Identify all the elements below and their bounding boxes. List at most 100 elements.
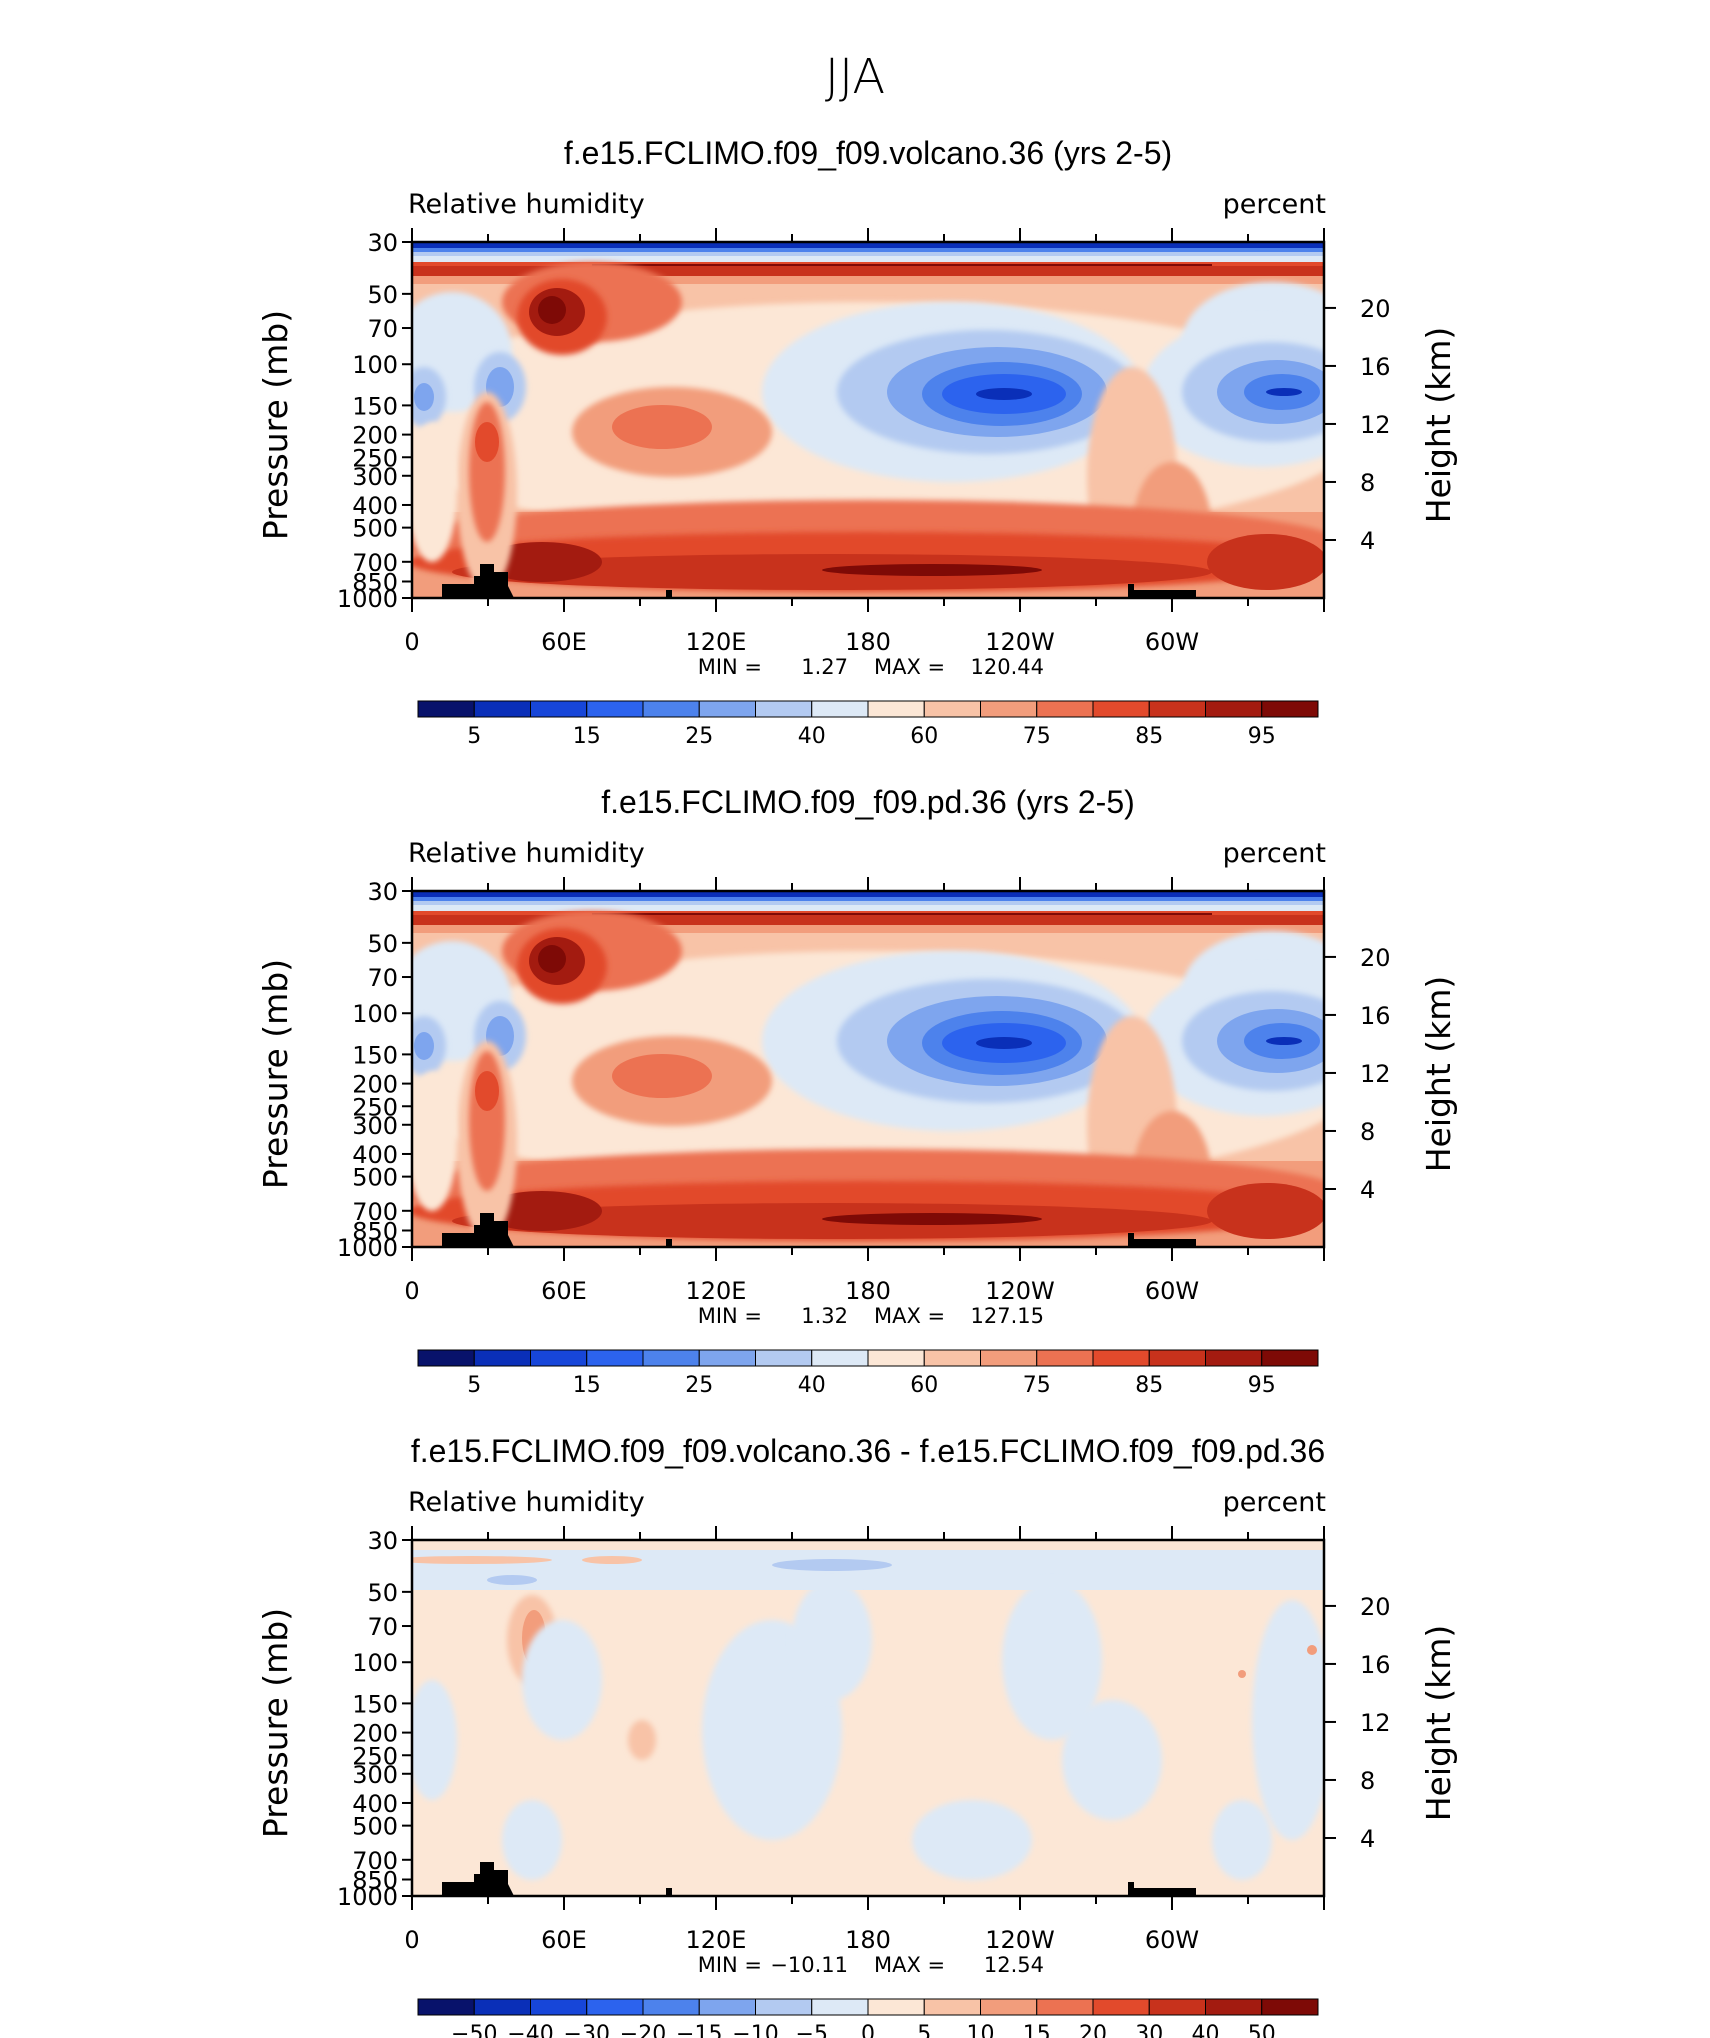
figure-title: JJA bbox=[825, 49, 885, 105]
units-label: percent bbox=[1223, 838, 1326, 869]
y2-tick-label: 20 bbox=[1360, 944, 1391, 972]
y-tick-label: 1000 bbox=[337, 585, 398, 613]
y-tick-label: 50 bbox=[367, 930, 398, 958]
contour-region bbox=[412, 1680, 457, 1800]
x-tick-label: 60E bbox=[541, 1926, 587, 1954]
min-label: MIN = bbox=[698, 1953, 762, 1977]
colorbar-swatch bbox=[642, 1998, 700, 2016]
contour-band-tropopause bbox=[412, 266, 1324, 276]
colorbar-swatch bbox=[1261, 700, 1319, 718]
colorbar-label: 25 bbox=[685, 724, 713, 749]
x-tick-label: 180 bbox=[845, 1926, 891, 1954]
contour-region bbox=[822, 1213, 1042, 1225]
contour-region bbox=[1002, 1580, 1102, 1740]
variable-label: Relative humidity bbox=[408, 838, 645, 869]
topography-africa bbox=[442, 1213, 514, 1247]
x-tick-label: 0 bbox=[404, 628, 419, 656]
colorbar-label: 40 bbox=[798, 724, 826, 749]
y-tick-label: 500 bbox=[352, 1164, 398, 1192]
colorbar-swatch bbox=[1261, 1349, 1319, 1367]
colorbar-swatch bbox=[867, 1349, 925, 1367]
max-label: MAX = bbox=[874, 655, 945, 679]
contour-region bbox=[1266, 1037, 1302, 1045]
min-label: MIN = bbox=[698, 655, 762, 679]
y2-tick-label: 4 bbox=[1360, 1176, 1375, 1204]
y2-tick-label: 20 bbox=[1360, 295, 1391, 323]
colorbar-label: 50 bbox=[1248, 2022, 1276, 2038]
y-tick-label: 300 bbox=[352, 1112, 398, 1140]
chart-panel-3: f.e15.FCLIMO.f09_f09.volcano.36 - f.e15.… bbox=[256, 1433, 1458, 2038]
contour-band-top bbox=[412, 242, 1324, 248]
colorbar-swatch bbox=[867, 700, 925, 718]
contour-region bbox=[1252, 1600, 1324, 1840]
contour-region bbox=[582, 1556, 642, 1564]
colorbar-swatch bbox=[1036, 700, 1094, 718]
chart-panel-2: f.e15.FCLIMO.f09_f09.pd.36 (yrs 2-5) Rela… bbox=[256, 784, 1458, 1398]
x-tick-label: 120W bbox=[985, 1926, 1055, 1954]
y-tick-label: 150 bbox=[352, 1041, 398, 1069]
y-tick-label: 250 bbox=[352, 444, 398, 472]
colorbar-swatch bbox=[530, 1349, 588, 1367]
y2-tick-label: 16 bbox=[1360, 353, 1391, 381]
x-axis: 0 60E 120E 180 120W 60W bbox=[404, 1526, 1325, 1954]
topography-island bbox=[666, 1888, 672, 1896]
colorbar-label: 15 bbox=[573, 1373, 601, 1398]
colorbar-swatch bbox=[417, 1349, 475, 1367]
y2-axis-title: Height (km) bbox=[1419, 327, 1458, 524]
y-tick-label: 100 bbox=[352, 1649, 398, 1677]
max-value: 120.44 bbox=[971, 655, 1044, 679]
colorbar-swatch bbox=[642, 1349, 700, 1367]
colorbar-label: −5 bbox=[796, 2022, 828, 2038]
colorbar-label: −50 bbox=[451, 2022, 497, 2038]
y2-tick-label: 4 bbox=[1360, 527, 1375, 555]
contour-region bbox=[482, 542, 602, 582]
contour-region bbox=[412, 422, 457, 562]
colorbar-label: 95 bbox=[1248, 1373, 1276, 1398]
variable-label: Relative humidity bbox=[408, 189, 645, 220]
y2-tick-label: 8 bbox=[1360, 469, 1375, 497]
contour-region bbox=[412, 1556, 552, 1564]
colorbar-swatch bbox=[1205, 700, 1263, 718]
y-axis-title: Pressure (mb) bbox=[256, 1608, 295, 1838]
y-tick-label: 100 bbox=[352, 351, 398, 379]
x-tick-label: 60E bbox=[541, 1277, 587, 1305]
colorbar-swatch bbox=[980, 700, 1038, 718]
contour-band-tropopause bbox=[412, 925, 1324, 933]
panel-title: f.e15.FCLIMO.f09_f09.volcano.36 - f.e15.… bbox=[411, 1433, 1325, 1469]
y-tick-label: 700 bbox=[352, 1198, 398, 1226]
colorbar-label: 5 bbox=[917, 2022, 931, 2038]
colorbar-swatch bbox=[811, 1349, 869, 1367]
colorbar-swatch bbox=[755, 1349, 813, 1367]
contour-region bbox=[487, 1575, 537, 1585]
contour-region bbox=[612, 1054, 712, 1098]
panel-title: f.e15.FCLIMO.f09_f09.volcano.36 (yrs 2-5… bbox=[564, 135, 1172, 171]
colorbar-swatch bbox=[755, 700, 813, 718]
topography-island bbox=[666, 1239, 672, 1247]
colorbar-swatch bbox=[867, 1998, 925, 2016]
colorbar-swatch bbox=[530, 700, 588, 718]
y2-tick-label: 12 bbox=[1360, 411, 1391, 439]
contour-region bbox=[1207, 1183, 1324, 1239]
colorbar-swatch bbox=[473, 1349, 531, 1367]
colorbar-label: 85 bbox=[1135, 724, 1163, 749]
y2-tick-label: 4 bbox=[1360, 1825, 1375, 1853]
y-tick-label: 50 bbox=[367, 1579, 398, 1607]
colorbar-swatch bbox=[642, 700, 700, 718]
contour-field bbox=[412, 891, 1324, 1247]
colorbar-swatch bbox=[811, 700, 869, 718]
max-label: MAX = bbox=[874, 1304, 945, 1328]
colorbar-label: −20 bbox=[620, 2022, 666, 2038]
topography-africa bbox=[442, 1862, 514, 1896]
units-label: percent bbox=[1223, 1487, 1326, 1518]
colorbar-swatch bbox=[698, 1998, 756, 2016]
colorbar-label: 5 bbox=[467, 724, 481, 749]
y-tick-label: 250 bbox=[352, 1742, 398, 1770]
y2-axis: 20 16 12 8 4 Height (km) bbox=[1324, 944, 1458, 1204]
contour-band-top bbox=[412, 891, 1324, 897]
y-tick-label: 300 bbox=[352, 1761, 398, 1789]
x-tick-label: 180 bbox=[845, 1277, 891, 1305]
colorbar-swatch bbox=[1148, 1349, 1206, 1367]
colorbar-swatch bbox=[473, 1998, 531, 2016]
